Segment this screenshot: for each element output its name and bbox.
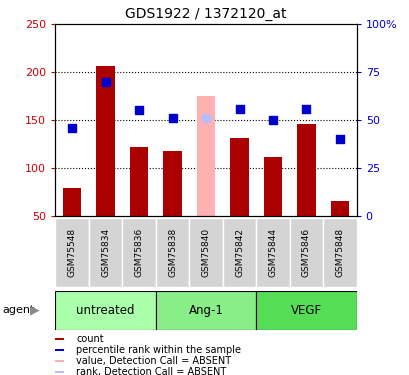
Point xyxy=(69,124,75,130)
Bar xyxy=(122,217,155,287)
Bar xyxy=(163,151,181,216)
Bar xyxy=(222,217,256,287)
Bar xyxy=(55,291,155,330)
Point xyxy=(269,117,276,123)
Text: agent: agent xyxy=(2,305,34,315)
Bar xyxy=(55,371,64,373)
Text: GSM75846: GSM75846 xyxy=(301,228,310,277)
Bar xyxy=(322,217,356,287)
Text: ▶: ▶ xyxy=(29,304,39,317)
Bar xyxy=(155,217,189,287)
Bar xyxy=(96,66,115,216)
Text: percentile rank within the sample: percentile rank within the sample xyxy=(76,345,241,355)
Bar xyxy=(256,217,289,287)
Bar xyxy=(196,96,215,216)
Point xyxy=(102,79,109,85)
Text: GSM75834: GSM75834 xyxy=(101,228,110,277)
Bar xyxy=(89,217,122,287)
Bar xyxy=(155,291,256,330)
Bar xyxy=(297,124,315,216)
Text: GSM75836: GSM75836 xyxy=(134,228,143,277)
Text: GSM75844: GSM75844 xyxy=(268,228,277,277)
Text: GSM75548: GSM75548 xyxy=(67,228,76,277)
Point xyxy=(202,115,209,121)
Bar xyxy=(230,138,248,216)
Point xyxy=(336,136,342,142)
Text: count: count xyxy=(76,334,104,344)
Bar xyxy=(189,217,222,287)
Bar xyxy=(55,360,64,362)
Text: untreated: untreated xyxy=(76,304,135,317)
Text: value, Detection Call = ABSENT: value, Detection Call = ABSENT xyxy=(76,356,231,366)
Point xyxy=(302,105,309,111)
Text: GSM75842: GSM75842 xyxy=(234,228,243,277)
Text: rank, Detection Call = ABSENT: rank, Detection Call = ABSENT xyxy=(76,367,226,375)
Bar xyxy=(263,157,281,216)
Bar xyxy=(55,217,89,287)
Bar xyxy=(130,147,148,216)
Title: GDS1922 / 1372120_at: GDS1922 / 1372120_at xyxy=(125,7,286,21)
Bar xyxy=(256,291,356,330)
Bar xyxy=(63,188,81,216)
Text: GSM75838: GSM75838 xyxy=(168,228,177,277)
Point xyxy=(169,115,175,121)
Text: Ang-1: Ang-1 xyxy=(188,304,223,317)
Bar xyxy=(289,217,322,287)
Bar xyxy=(55,339,64,340)
Point xyxy=(236,105,242,111)
Point xyxy=(135,107,142,113)
Text: GSM75848: GSM75848 xyxy=(335,228,344,277)
Text: GSM75840: GSM75840 xyxy=(201,228,210,277)
Bar xyxy=(55,349,64,351)
Bar xyxy=(330,201,348,216)
Text: VEGF: VEGF xyxy=(290,304,321,317)
